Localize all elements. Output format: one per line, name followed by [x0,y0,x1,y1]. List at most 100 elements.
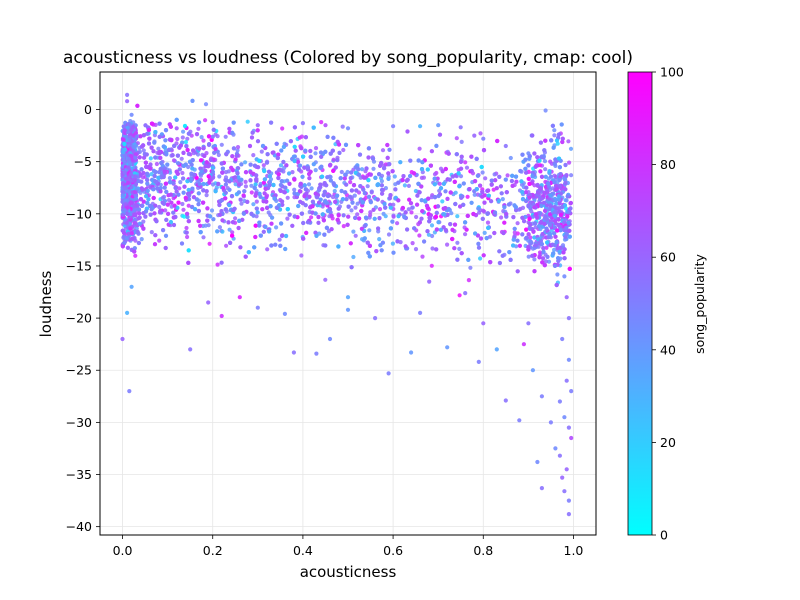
data-point [209,208,215,213]
data-point [217,202,222,208]
data-point [555,272,560,277]
data-point [459,139,464,144]
data-point [396,214,401,219]
data-point [385,155,390,160]
data-point [233,157,238,162]
data-point [313,168,318,173]
data-point [177,186,182,191]
data-point [449,211,454,216]
data-point [142,155,147,160]
data-point [332,188,337,194]
data-point [346,204,351,209]
data-point [465,213,470,218]
data-point [388,226,393,231]
data-point [473,231,478,236]
data-point [249,211,254,216]
data-point [543,167,548,172]
data-point [443,189,448,194]
data-point [463,220,468,225]
data-point [541,246,546,251]
data-point [481,148,487,153]
data-point [445,242,450,247]
data-point [513,205,518,210]
data-point [151,149,156,154]
data-point [506,202,512,207]
data-point [510,243,516,248]
data-point [325,193,331,199]
data-point [313,151,318,156]
data-point [461,181,466,186]
data-point [133,131,138,136]
data-point [487,234,493,239]
data-point [154,161,159,167]
data-point [254,206,259,211]
data-point [535,155,540,160]
data-point [556,217,561,222]
data-point [340,124,345,129]
data-point [236,190,241,195]
data-point [366,194,372,199]
data-point [508,257,513,262]
data-point [157,170,162,175]
data-point [425,167,430,172]
data-point [243,160,248,165]
data-point [230,154,235,159]
data-point [218,199,223,204]
data-point [235,145,241,150]
data-point [548,212,553,217]
data-point [182,123,188,129]
data-point [291,154,296,159]
data-point [378,243,383,248]
data-point [543,259,549,264]
data-point [545,240,550,245]
data-point [201,235,206,240]
data-point [533,225,538,230]
data-point [151,187,156,192]
data-point [259,149,264,154]
data-point [243,179,248,184]
data-point [247,143,253,149]
data-point [501,230,506,236]
data-point [292,177,297,182]
data-point [197,181,202,187]
data-point [301,220,306,226]
data-point [469,168,474,174]
data-point [527,216,532,221]
data-point [234,153,239,158]
data-point [136,240,141,246]
data-point [141,148,146,153]
data-point [554,206,559,211]
data-point [552,263,558,268]
data-point [452,246,457,251]
data-point [160,195,165,200]
data-point [539,219,544,224]
data-point [255,128,260,133]
data-point [512,226,517,231]
data-point [301,236,306,241]
data-point [489,178,494,183]
data-point [443,206,448,211]
data-point [342,176,347,181]
data-point [430,246,435,251]
data-point [542,148,547,153]
data-point [386,176,391,181]
data-point [159,175,164,180]
data-point [171,210,176,215]
data-point [500,197,505,202]
data-point [135,229,140,234]
data-point [457,246,462,251]
data-point [171,222,177,228]
data-point [318,150,324,155]
data-point [379,248,384,253]
data-point [409,210,414,215]
data-point [292,144,297,149]
data-point [254,173,259,178]
data-point [355,201,360,206]
data-point [265,205,270,210]
data-point [141,199,146,204]
data-point [438,227,443,232]
data-point [537,255,542,260]
data-point [145,201,150,206]
data-point [546,259,552,264]
data-point [292,191,297,196]
